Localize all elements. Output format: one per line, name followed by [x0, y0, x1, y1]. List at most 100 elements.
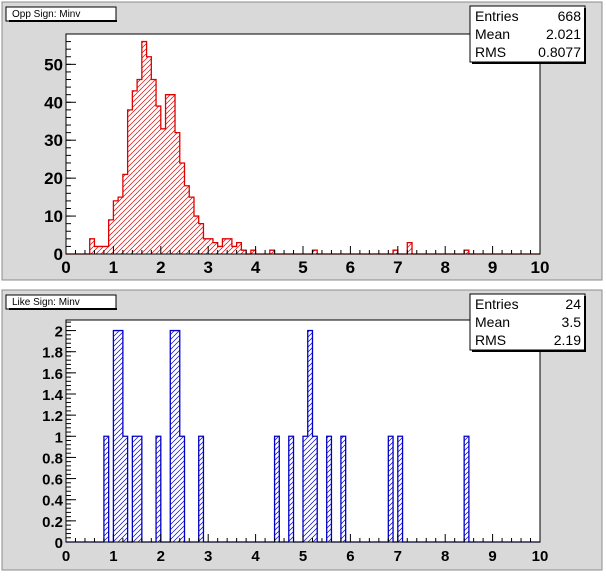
- histogram-bin: [388, 436, 394, 542]
- histogram-bin: [189, 197, 194, 254]
- opp-sign-histogram: [66, 40, 540, 255]
- stat-mean-value: 3.5: [562, 314, 582, 330]
- stat-entries-value: 668: [558, 8, 582, 24]
- histogram-bin: [156, 436, 161, 542]
- y-tick-label: 0.4: [42, 493, 64, 510]
- y-tick-label: 0.6: [42, 472, 63, 489]
- histogram-bin: [307, 330, 313, 542]
- histogram-bin: [464, 250, 469, 254]
- histogram-bin: [312, 436, 318, 542]
- x-tick-label: 10: [532, 548, 549, 565]
- y-tick-label: 1.2: [42, 408, 63, 425]
- histogram-bin: [217, 246, 223, 254]
- x-tick-label: 9: [488, 548, 496, 565]
- histogram-bin: [170, 94, 176, 254]
- like-sign-axes: 0 1 2 3 4 5 6 7 8 9 10 0 0.2 0.4 0.6 0.8 1 1.2 1.4 1.6 1.8 2: [42, 320, 548, 565]
- x-tick-label: 6: [346, 548, 354, 565]
- histogram-bin: [231, 246, 237, 254]
- histogram-bin: [184, 185, 190, 254]
- histogram-bin: [236, 242, 242, 254]
- stat-rms-value: 2.19: [554, 332, 581, 348]
- pad-title-box[interactable]: Opp Sign: Minv: [5, 6, 117, 22]
- x-tick-label: 2: [157, 548, 165, 565]
- histogram-bin: [250, 250, 256, 254]
- histogram-bin: [179, 162, 185, 254]
- histogram-bin: [312, 250, 318, 254]
- histogram-bin: [127, 109, 133, 255]
- stats-box[interactable]: Entries 668 Mean 2.021 RMS 0.8077: [469, 5, 586, 64]
- histogram-bin: [132, 436, 138, 542]
- y-tick-label: 10: [44, 207, 63, 226]
- histogram-bin: [407, 242, 413, 254]
- stat-entries-label: Entries: [475, 296, 519, 312]
- x-tick-label: 7: [394, 548, 402, 565]
- histogram-bin: [340, 436, 346, 542]
- x-tick-label: 1: [109, 548, 117, 565]
- histogram-bin: [99, 246, 104, 254]
- stat-rms-label: RMS: [475, 332, 506, 348]
- histogram-bin: [203, 238, 209, 254]
- y-tick-label: 30: [44, 131, 63, 150]
- y-tick-label: 0: [54, 245, 63, 264]
- opp-sign-pad: 0 1 2 3 4 5 6 7 8 9 10 0 10 20 30 40 50 Opp Sign: Minv E…: [1, 1, 603, 281]
- histogram-bin: [103, 436, 109, 542]
- x-tick-label: 3: [203, 258, 212, 277]
- histogram-bin: [397, 436, 403, 542]
- y-tick-label: 0: [55, 535, 63, 552]
- histogram-bin: [175, 132, 180, 254]
- histogram-bin: [113, 200, 119, 254]
- stat-mean-label: Mean: [475, 314, 510, 330]
- x-tick-label: 5: [299, 548, 307, 565]
- histogram-bin: [269, 250, 275, 254]
- histogram-bin: [288, 436, 294, 542]
- x-tick-label: 7: [393, 258, 402, 277]
- histogram-bin: [160, 128, 166, 254]
- histogram-bin: [137, 79, 142, 254]
- stat-rms-label: RMS: [475, 44, 506, 60]
- like-sign-pad: 0 1 2 3 4 5 6 7 8 9 1000.20.40.60.811.21.41.61.82 …: [1, 289, 603, 571]
- histogram-bin: [241, 250, 247, 254]
- histogram-bin: [208, 238, 213, 254]
- pad-title: Like Sign: Minv: [12, 297, 80, 308]
- histogram-bin: [179, 436, 185, 542]
- histogram-bin: [137, 436, 142, 542]
- x-tick-label: 9: [488, 258, 497, 277]
- x-tick-label: 1: [109, 258, 118, 277]
- histogram-bin: [274, 436, 280, 542]
- y-tick-label: 20: [44, 169, 63, 188]
- histogram-bin: [198, 223, 204, 254]
- histogram-bin: [193, 216, 199, 254]
- histogram-bin: [165, 94, 171, 254]
- x-tick-label: 8: [440, 258, 449, 277]
- stat-mean-label: Mean: [475, 26, 510, 42]
- histogram-bin: [393, 250, 398, 254]
- like-sign-histogram: [66, 329, 540, 543]
- y-tick-label: 50: [44, 55, 63, 74]
- stats-box[interactable]: Entries 24 Mean 3.5 RMS 2.19: [469, 293, 586, 352]
- histogram-bin: [227, 238, 232, 254]
- pad-title: Opp Sign: Minv: [12, 9, 80, 20]
- x-tick-label: 6: [346, 258, 355, 277]
- histogram-bin: [151, 79, 157, 254]
- pad-title-box[interactable]: Like Sign: Minv: [5, 294, 117, 310]
- histogram-bin: [198, 436, 204, 542]
- y-tick-label: 0.8: [42, 450, 63, 467]
- histogram-bin: [122, 436, 128, 542]
- histogram-bin: [326, 436, 332, 542]
- histogram-bin: [118, 330, 123, 542]
- histogram-bin: [175, 330, 180, 542]
- x-tick-label: 2: [156, 258, 165, 277]
- x-tick-label: 0: [61, 258, 70, 277]
- y-tick-label: 1.4: [42, 387, 64, 404]
- y-tick-label: 1.6: [42, 366, 63, 383]
- opp-sign-axes: 0 1 2 3 4 5 6 7 8 9 10 0 10 20 30 40 50: [44, 33, 549, 277]
- histogram-bin: [103, 246, 109, 254]
- x-tick-label: 5: [298, 258, 307, 277]
- histogram-bin: [89, 238, 95, 254]
- y-tick-label: 0.2: [42, 514, 63, 531]
- histogram-bin: [122, 174, 128, 254]
- y-tick-label: 1.8: [42, 345, 63, 362]
- stat-entries-value: 24: [565, 296, 581, 312]
